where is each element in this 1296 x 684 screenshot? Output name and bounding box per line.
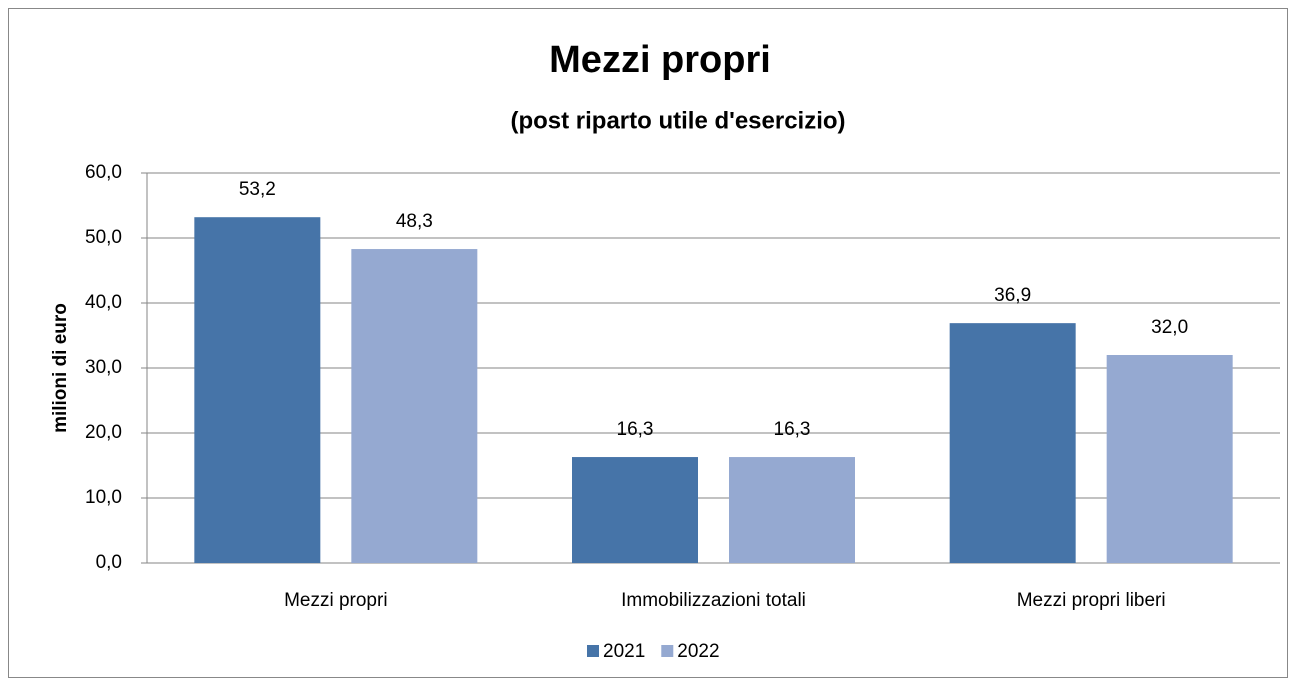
bar (194, 217, 321, 563)
data-label: 16,3 (774, 419, 811, 440)
legend-swatch (587, 645, 599, 657)
x-tick-label: Mezzi propri liberi (1017, 590, 1166, 611)
y-tick-label: 50,0 (85, 227, 122, 248)
x-tick-label: Immobilizzazioni totali (621, 590, 806, 611)
y-tick-label: 10,0 (85, 487, 122, 508)
legend-label: 2022 (677, 641, 719, 662)
bar (949, 323, 1076, 563)
data-label: 36,9 (994, 285, 1031, 306)
chart-title: Mezzi propri (549, 39, 771, 81)
bar (351, 249, 478, 564)
y-tick-label: 30,0 (85, 357, 122, 378)
x-tick-label: Mezzi propri (284, 590, 387, 611)
chart-subtitle: (post riparto utile d'esercizio) (510, 107, 845, 134)
bar (1106, 355, 1233, 563)
y-axis-title: milioni di euro (50, 303, 71, 433)
data-label: 48,3 (396, 211, 433, 232)
data-label: 53,2 (239, 179, 276, 200)
y-tick-label: 60,0 (85, 162, 122, 183)
bar (729, 457, 855, 563)
legend-swatch (661, 645, 674, 657)
bar (572, 457, 698, 563)
legend-label: 2021 (603, 641, 645, 662)
y-tick-label: 0,0 (96, 552, 122, 573)
y-tick-label: 40,0 (85, 292, 122, 313)
data-label: 32,0 (1151, 317, 1188, 338)
data-label: 16,3 (617, 419, 654, 440)
y-tick-label: 20,0 (85, 422, 122, 443)
